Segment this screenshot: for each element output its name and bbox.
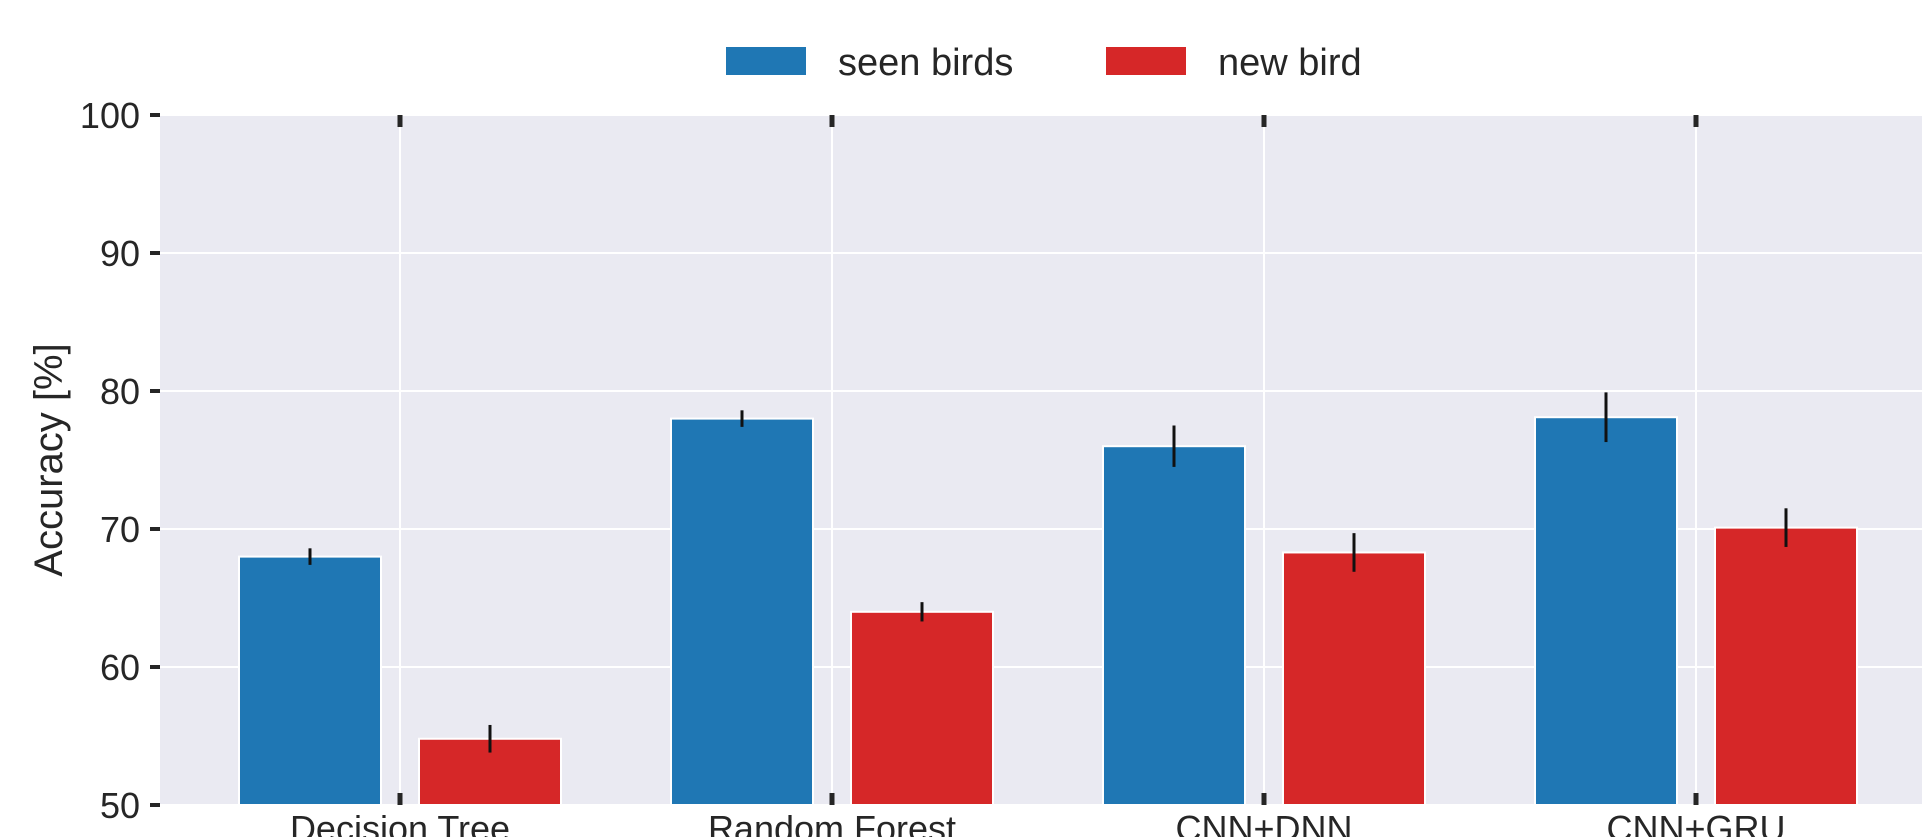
bar-new-bird-3 xyxy=(1714,526,1858,806)
x-category-label: Decision Tree xyxy=(290,808,510,837)
x-axis: Decision Tree Random Forest CNN+DNN CNN+GRU xyxy=(290,115,1786,837)
bar-seen-birds-2 xyxy=(1102,445,1246,806)
legend-label: seen birds xyxy=(838,42,1013,84)
bar-seen-birds-0 xyxy=(238,555,382,806)
y-tick-label: 100 xyxy=(80,95,140,136)
y-tick-label: 70 xyxy=(100,509,140,550)
y-tick-label: 60 xyxy=(100,647,140,688)
y-axis-title: Accuracy [%] xyxy=(27,343,71,576)
error-bars xyxy=(308,392,1788,753)
y-tick-label: 50 xyxy=(100,785,140,826)
bar-seen-birds-3 xyxy=(1534,416,1678,806)
legend-label: new bird xyxy=(1218,42,1362,84)
legend-swatch xyxy=(726,47,806,75)
y-tick-label: 80 xyxy=(100,371,140,412)
y-axis: 50 60 70 80 90 100 xyxy=(80,95,160,826)
bars xyxy=(238,416,1858,807)
bar-new-bird-2 xyxy=(1282,551,1426,807)
legend-swatch xyxy=(1106,47,1186,75)
bar-seen-birds-1 xyxy=(670,417,814,806)
legend: seen birds new bird xyxy=(726,42,1362,84)
x-category-label: CNN+DNN xyxy=(1175,808,1352,837)
x-category-label: Random Forest xyxy=(708,808,956,837)
grid xyxy=(160,114,1922,806)
x-category-label: CNN+GRU xyxy=(1606,808,1785,837)
bar-new-bird-1 xyxy=(850,610,994,806)
y-tick-label: 90 xyxy=(100,233,140,274)
